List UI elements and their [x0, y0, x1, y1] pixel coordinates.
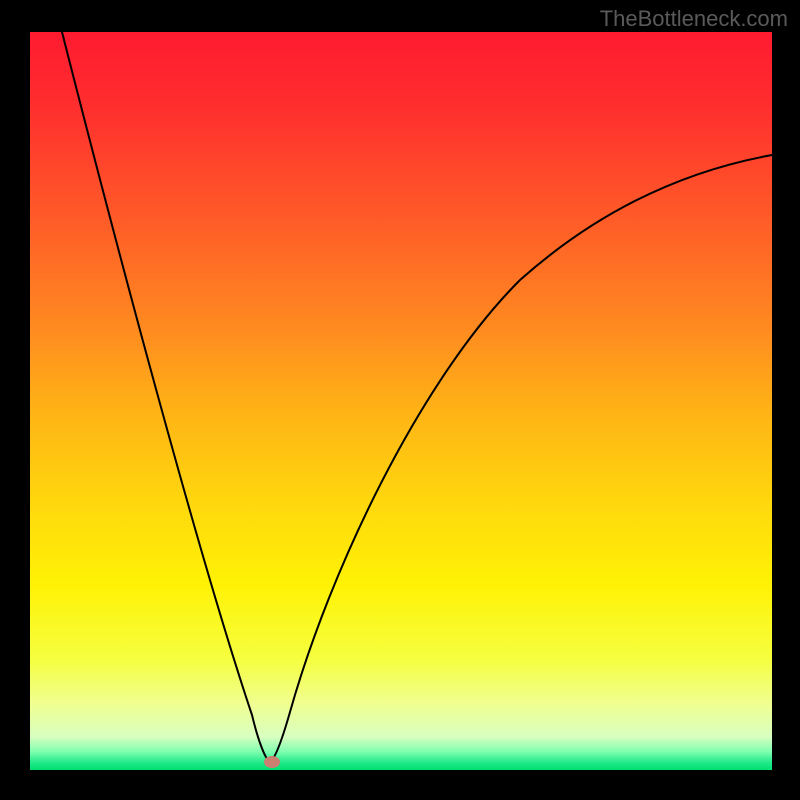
chart-plot-area — [30, 32, 772, 770]
bottleneck-chart — [0, 0, 800, 800]
optimum-marker — [264, 756, 280, 768]
watermark-text: TheBottleneck.com — [600, 6, 788, 32]
chart-frame: TheBottleneck.com — [0, 0, 800, 800]
